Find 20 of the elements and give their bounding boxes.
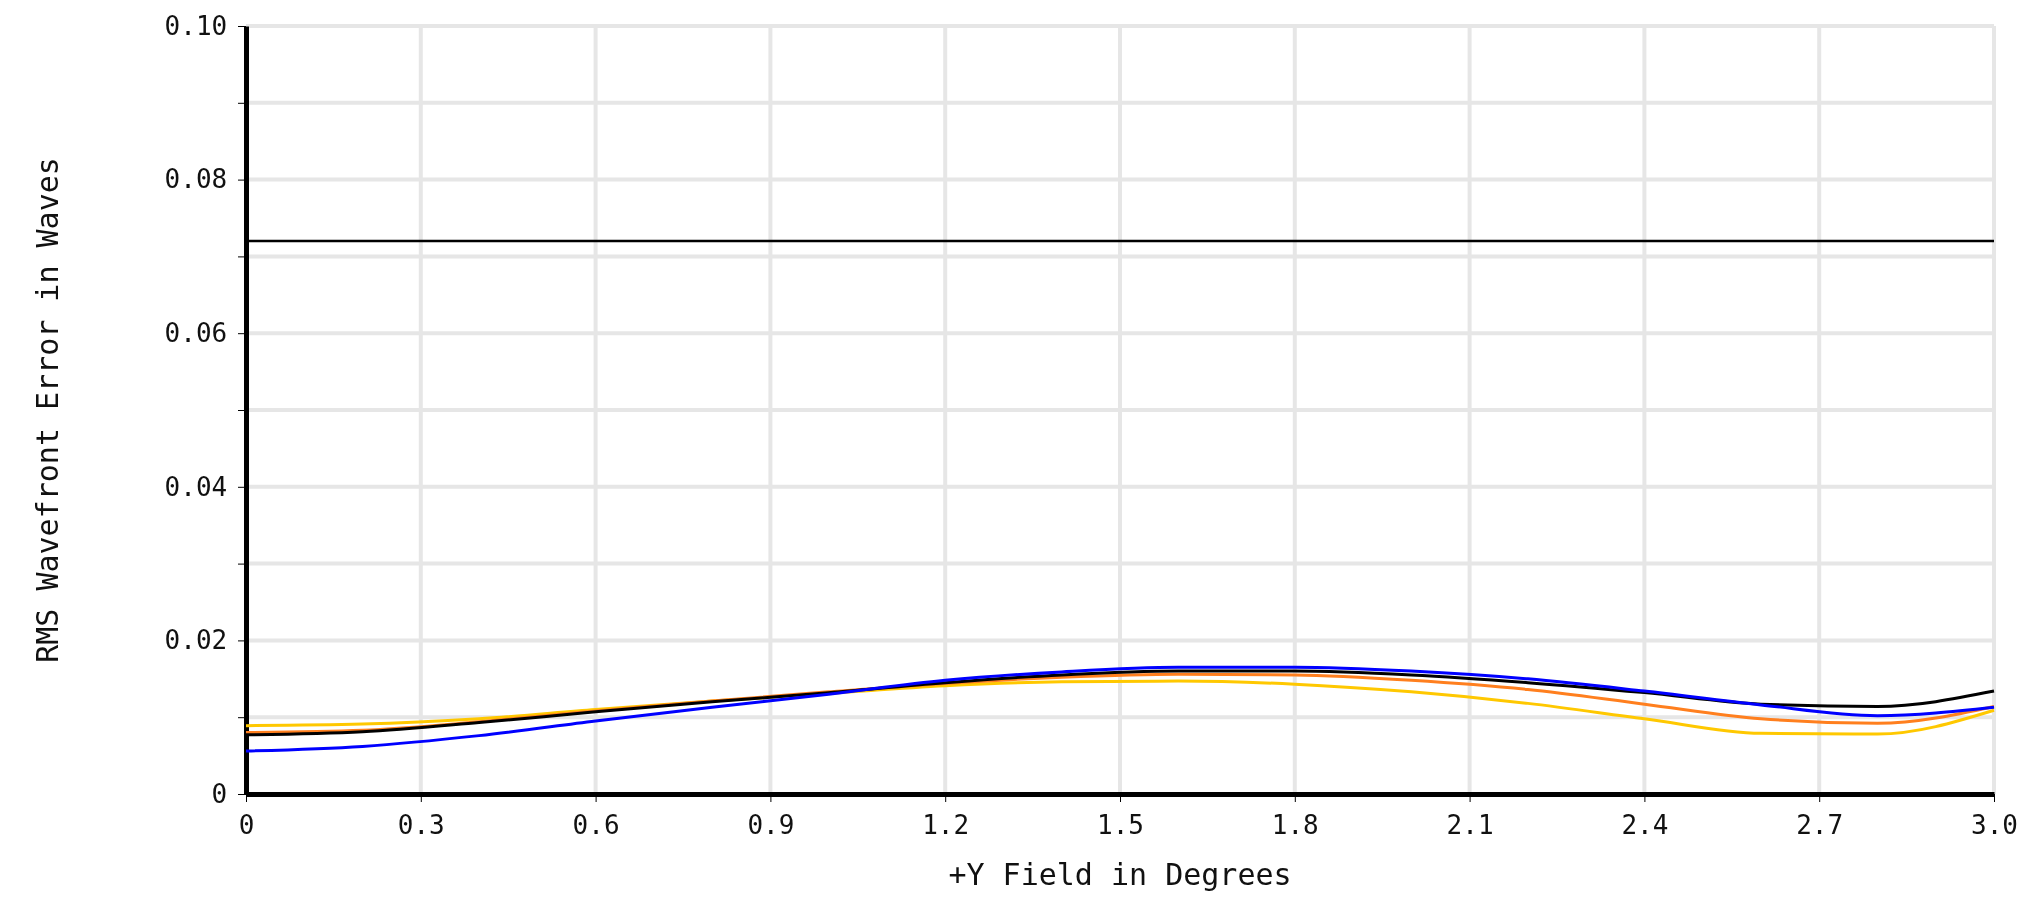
x-tick-label: 2.1 [1446,809,1494,840]
x-tick-label: 3.0 [1971,809,2018,840]
x-tick-label: 0.6 [572,809,620,840]
x-tick-label: 0.3 [397,809,445,840]
y-tick-label: 0.02 [164,625,228,656]
y-tick-label: 0.08 [164,164,228,195]
x-tick-label: 2.7 [1796,809,1844,840]
y-tick-label: 0.10 [164,10,228,41]
x-tick-label: 0.9 [747,809,795,840]
x-tick-label: 1.2 [922,809,970,840]
line-series [244,665,1996,753]
y-tick-label: 0 [211,778,228,809]
x-tick-label: 2.4 [1621,809,1669,840]
y-axis-title: RMS Wavefront Error in Waves [30,157,65,663]
y-tick-label: 0.06 [164,318,228,349]
x-tick-label: 1.5 [1097,809,1144,840]
y-tick-label: 0.04 [164,471,228,502]
x-axis-title: +Y Field in Degrees [948,857,1292,892]
x-tick-label: 1.8 [1271,809,1319,840]
x-tick-label: 0 [238,809,255,840]
